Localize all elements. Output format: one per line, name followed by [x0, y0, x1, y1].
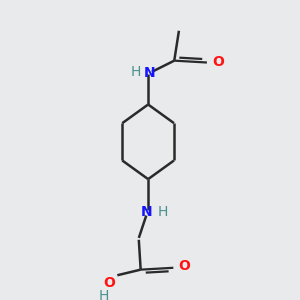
Text: H: H: [98, 289, 109, 300]
Text: N: N: [144, 66, 156, 80]
Text: O: O: [178, 259, 190, 273]
Text: H: H: [131, 65, 141, 79]
Text: O: O: [212, 55, 224, 69]
Text: H: H: [158, 205, 168, 219]
Text: N: N: [140, 205, 152, 219]
Text: O: O: [103, 276, 115, 290]
